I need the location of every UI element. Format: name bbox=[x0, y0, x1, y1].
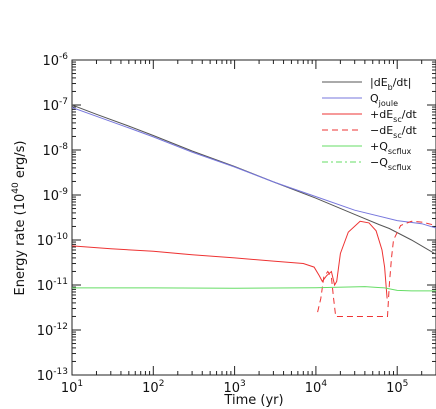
legend-label-2: +dEsc/dt bbox=[370, 108, 417, 124]
plot-frame bbox=[71, 59, 436, 376]
axis-ticks: 101 102 103 104 105 10-13 10-12 10-11 10-10 10-9 1… bbox=[37, 52, 436, 396]
y-tick-label: 10-6 bbox=[42, 52, 68, 69]
y-tick-label: 10-12 bbox=[37, 322, 68, 339]
series-line-4 bbox=[72, 286, 436, 292]
series-line-3 bbox=[317, 220, 436, 317]
x-tick-label: 105 bbox=[386, 379, 408, 396]
y-tick-label: 10-9 bbox=[42, 187, 68, 204]
series-line-1 bbox=[72, 107, 436, 229]
legend-label-5: −Qscflux bbox=[370, 156, 412, 172]
y-tick-label: 10-7 bbox=[42, 97, 68, 114]
x-tick-label: 104 bbox=[305, 379, 328, 396]
y-tick-label: 10-11 bbox=[37, 277, 68, 294]
x-axis-title: Time (yr) bbox=[223, 393, 283, 408]
x-tick-label: 101 bbox=[61, 379, 83, 396]
x-tick-label: 102 bbox=[142, 379, 164, 396]
y-tick-label: 10-8 bbox=[42, 142, 68, 159]
series-layer bbox=[72, 104, 436, 317]
y-tick-label: 10-13 bbox=[37, 367, 68, 384]
y-tick-label: 10-10 bbox=[37, 232, 69, 249]
legend-label-3: −dEsc/dt bbox=[370, 124, 417, 140]
legend-label-1: Qjoule bbox=[370, 92, 398, 108]
x-tick-label: 103 bbox=[223, 379, 245, 396]
legend: |dEb/dt|Qjoule+dEsc/dt−dEsc/dt+Qscflux−Q… bbox=[322, 76, 417, 172]
legend-label-4: +Qscflux bbox=[370, 140, 412, 156]
y-axis-title: Energy rate (1040 erg/s) bbox=[11, 141, 28, 296]
legend-label-0: |dEb/dt| bbox=[370, 76, 411, 92]
